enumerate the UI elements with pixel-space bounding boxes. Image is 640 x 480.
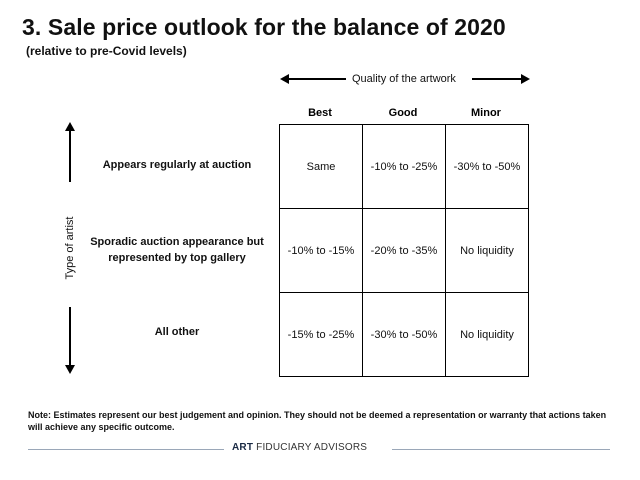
table-cell: -30% to -50% xyxy=(445,124,529,209)
footer-brand-rest: FIDUCIARY ADVISORS xyxy=(256,442,368,453)
table-cell: No liquidity xyxy=(445,208,529,293)
page-subtitle: (relative to pre-Covid levels) xyxy=(26,44,187,58)
column-header-good: Good xyxy=(388,107,418,119)
table-cell: -10% to -15% xyxy=(279,208,363,293)
vertical-double-arrow-icon xyxy=(65,122,75,374)
column-header-minor: Minor xyxy=(471,107,501,119)
row-label-sporadic: Sporadic auction appearance but represen… xyxy=(82,234,272,266)
table-cell: No liquidity xyxy=(445,292,529,377)
table-cell: -15% to -25% xyxy=(279,292,363,377)
footer-brand: ART FIDUCIARY ADVISORS xyxy=(232,442,367,453)
footer-divider-left xyxy=(28,449,224,450)
outlook-matrix: Same -10% to -25% -30% to -50% -10% to -… xyxy=(279,124,529,377)
table-row: -15% to -25% -30% to -50% No liquidity xyxy=(279,292,529,377)
row-label-sporadic-line1: Sporadic auction appearance but xyxy=(90,236,264,248)
horizontal-double-arrow-icon xyxy=(280,74,530,84)
disclaimer-note: Note: Estimates represent our best judge… xyxy=(28,410,607,432)
footer-divider-right xyxy=(392,449,610,450)
table-cell: Same xyxy=(279,124,363,209)
footer-brand-bold: ART xyxy=(232,442,254,453)
table-cell: -30% to -50% xyxy=(362,292,446,377)
page-title: 3. Sale price outlook for the balance of… xyxy=(22,14,506,40)
row-label-sporadic-line2: represented by top gallery xyxy=(108,252,246,264)
row-label-regular: Appears regularly at auction xyxy=(102,159,252,171)
artist-type-axis-label: Type of artist xyxy=(64,216,76,280)
table-cell: -10% to -25% xyxy=(362,124,446,209)
table-row: Same -10% to -25% -30% to -50% xyxy=(279,124,529,209)
table-row: -10% to -15% -20% to -35% No liquidity xyxy=(279,208,529,293)
row-label-all-other: All other xyxy=(154,326,200,338)
column-header-best: Best xyxy=(308,107,332,119)
table-cell: -20% to -35% xyxy=(362,208,446,293)
quality-axis-label: Quality of the artwork xyxy=(352,73,456,85)
